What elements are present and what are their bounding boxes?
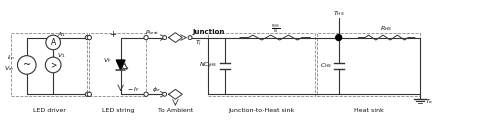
Circle shape (336, 35, 342, 40)
Text: Junction-to-Heat sink: Junction-to-Heat sink (228, 108, 294, 113)
Text: $A_1$: $A_1$ (57, 30, 66, 39)
Text: $T_a$: $T_a$ (424, 97, 433, 106)
Bar (11, 33, 88, 96)
Text: $P_{heat}$: $P_{heat}$ (144, 28, 159, 37)
Circle shape (144, 92, 148, 96)
Circle shape (188, 36, 192, 40)
Circle shape (18, 56, 36, 74)
Bar (208, 33, 315, 96)
Text: $T_{HS}$: $T_{HS}$ (333, 9, 344, 18)
Text: $I_{in}$: $I_{in}$ (6, 53, 14, 62)
Text: +: + (110, 30, 116, 39)
Text: $NC_{jHS}$: $NC_{jHS}$ (200, 61, 218, 71)
Text: $C_{HS}$: $C_{HS}$ (320, 62, 332, 70)
Text: $V_{in}$: $V_{in}$ (4, 64, 14, 73)
Circle shape (144, 35, 148, 40)
Bar (90, 33, 146, 96)
Circle shape (162, 36, 166, 40)
Text: $T_j$: $T_j$ (195, 38, 202, 48)
Text: ~: ~ (22, 60, 31, 70)
Text: Heat sink: Heat sink (354, 108, 384, 113)
Circle shape (85, 92, 89, 96)
Text: $V_F$: $V_F$ (102, 57, 112, 66)
Text: $\frac{R_{jHS}}{N}$: $\frac{R_{jHS}}{N}$ (270, 22, 280, 35)
Text: Junction: Junction (192, 29, 224, 35)
Text: $-\,I_F$: $-\,I_F$ (126, 85, 139, 94)
Polygon shape (116, 60, 125, 70)
Circle shape (162, 92, 166, 96)
Text: $R_{HS}$: $R_{HS}$ (380, 24, 392, 33)
Text: LED driver: LED driver (33, 108, 66, 113)
Circle shape (87, 35, 92, 40)
Text: LED string: LED string (102, 108, 134, 113)
Text: A: A (50, 38, 56, 47)
Text: To Ambient: To Ambient (158, 108, 193, 113)
Bar (317, 33, 420, 96)
Circle shape (46, 57, 61, 73)
Text: $V_1$: $V_1$ (57, 51, 66, 60)
Text: $\phi_e$: $\phi_e$ (152, 85, 160, 94)
Text: >: > (50, 60, 56, 69)
Circle shape (46, 35, 60, 50)
Circle shape (85, 35, 89, 40)
Circle shape (87, 92, 92, 96)
